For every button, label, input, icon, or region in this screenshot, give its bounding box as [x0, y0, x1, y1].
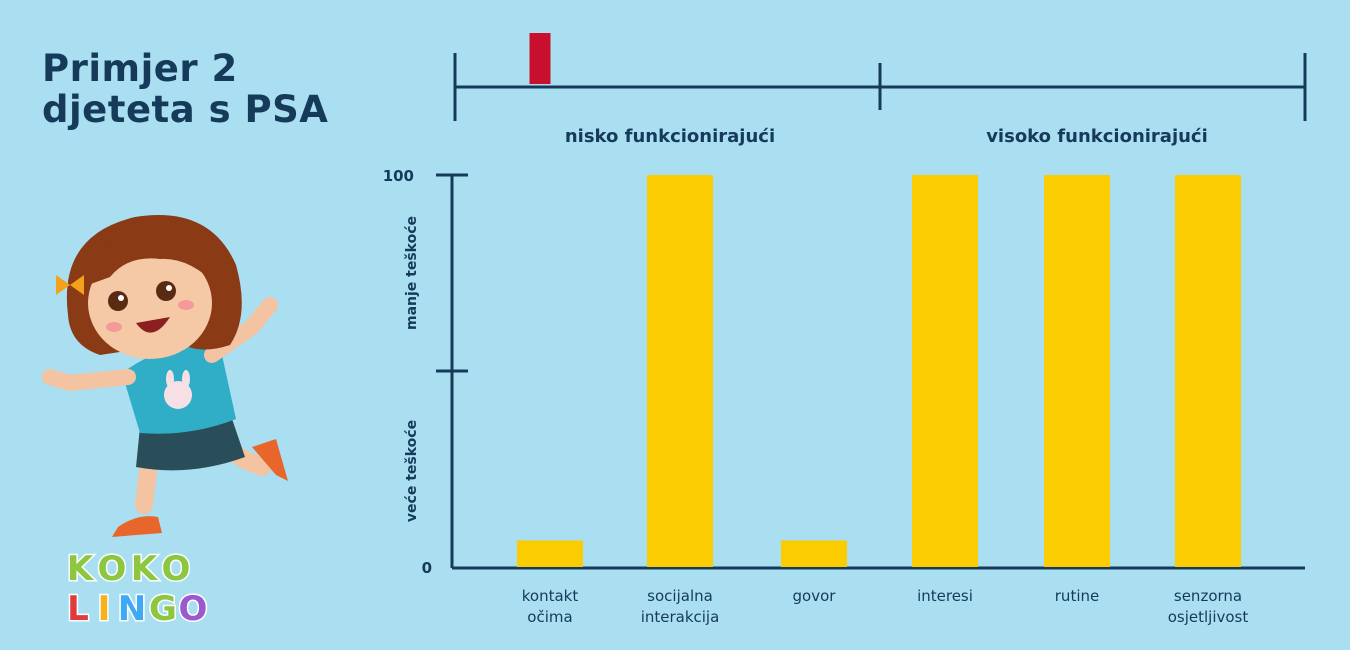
- y-tick-label-0: 0: [422, 559, 432, 577]
- x-tick-label-line: senzorna: [1174, 587, 1242, 605]
- bar-5: [1175, 175, 1241, 567]
- x-tick-label-0: kontakt očima: [522, 587, 579, 626]
- y-region-label-lower: veće teškoće: [404, 420, 420, 522]
- bar-0: [517, 540, 583, 567]
- bar-1: [647, 175, 713, 567]
- koko-lingo-logo: K O K O L I N G O: [65, 548, 209, 629]
- x-tick-label-line: govor: [793, 587, 837, 605]
- girl-illustration: [42, 215, 288, 537]
- x-tick-labels: kontakt očima socijalna interakcija govor int…: [522, 587, 1249, 626]
- x-tick-label-line: osjetljivost: [1168, 608, 1249, 626]
- bar-group: [517, 175, 1241, 567]
- svg-text:O: O: [179, 589, 208, 628]
- y-tick-label-100: 100: [383, 167, 414, 185]
- svg-text:K: K: [131, 549, 159, 589]
- x-tick-label-3: interesi: [917, 587, 973, 605]
- x-tick-label-1: socijalna interakcija: [641, 587, 720, 626]
- svg-text:O: O: [98, 549, 127, 589]
- title-line-2: djeteta s PSA: [42, 88, 329, 131]
- title-line-1: Primjer 2: [42, 47, 238, 90]
- svg-text:I: I: [98, 589, 111, 628]
- svg-text:K: K: [67, 549, 95, 589]
- page-title: Primjer 2 djeteta s PSA: [42, 48, 328, 130]
- svg-text:G: G: [149, 589, 177, 628]
- scale-marker: [529, 33, 551, 84]
- x-tick-label-line: socijalna: [647, 587, 713, 605]
- y-region-label-upper: manje teškoće: [404, 216, 420, 330]
- x-tick-label-4: rutine: [1055, 587, 1099, 605]
- x-tick-label-5: senzorna osjetljivost: [1168, 587, 1249, 626]
- bar-3: [912, 175, 978, 567]
- scale-label-low: nisko funkcionirajući: [565, 126, 775, 147]
- x-tick-label-2: govor: [793, 587, 837, 605]
- scale-label-high: visoko funkcionirajući: [986, 126, 1208, 147]
- svg-text:N: N: [118, 589, 146, 628]
- x-tick-label-line: očima: [527, 608, 572, 626]
- svg-text:O: O: [162, 549, 191, 589]
- x-tick-label-line: rutine: [1055, 587, 1099, 605]
- x-tick-label-line: interesi: [917, 587, 973, 605]
- bar-4: [1044, 175, 1110, 567]
- x-tick-label-line: kontakt: [522, 587, 579, 605]
- x-tick-label-line: interakcija: [641, 608, 720, 626]
- bar-2: [781, 540, 847, 567]
- svg-text:L: L: [67, 589, 89, 628]
- functioning-scale: nisko funkcionirajući visoko funkcionira…: [453, 33, 1307, 147]
